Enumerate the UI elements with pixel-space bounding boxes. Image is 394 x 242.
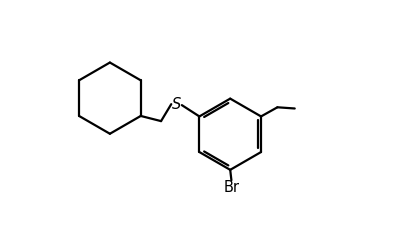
Text: Br: Br <box>223 180 240 195</box>
Text: S: S <box>172 97 181 112</box>
